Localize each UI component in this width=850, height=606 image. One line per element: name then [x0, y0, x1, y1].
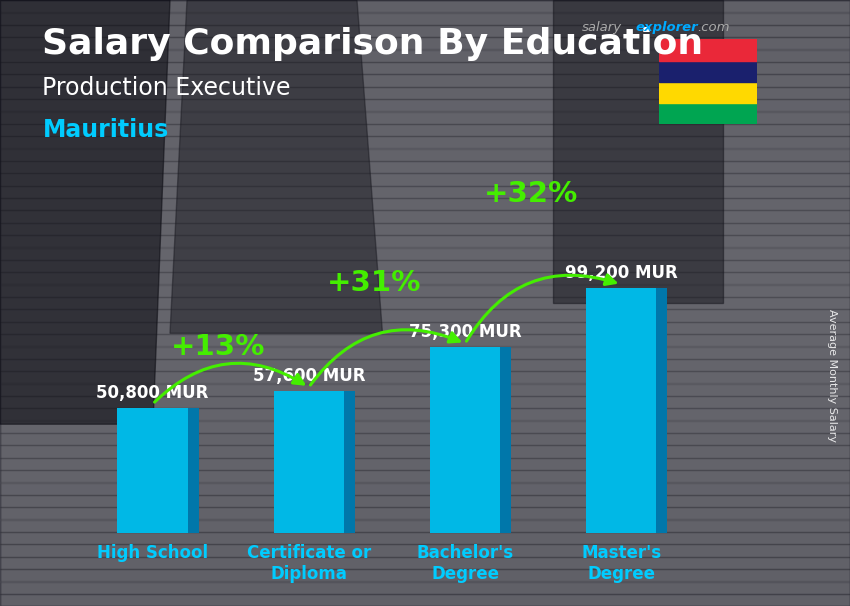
Text: Mauritius: Mauritius: [42, 118, 169, 142]
Bar: [274, 391, 344, 533]
Bar: [0, 433, 850, 445]
Text: +31%: +31%: [327, 269, 422, 297]
Bar: [0, 25, 850, 37]
Polygon shape: [552, 0, 722, 303]
Polygon shape: [0, 0, 170, 424]
Bar: [659, 39, 756, 61]
Bar: [0, 557, 850, 569]
Bar: [0, 136, 850, 148]
Bar: [0, 75, 850, 87]
Bar: [430, 347, 500, 533]
Polygon shape: [344, 391, 355, 533]
Text: Average Monthly Salary: Average Monthly Salary: [827, 309, 837, 442]
Bar: [0, 532, 850, 544]
Bar: [586, 288, 656, 533]
Text: +13%: +13%: [171, 333, 265, 361]
Text: .com: .com: [697, 21, 729, 34]
Text: 57,600 MUR: 57,600 MUR: [252, 367, 365, 385]
Bar: [0, 408, 850, 421]
Bar: [0, 13, 850, 25]
Bar: [0, 198, 850, 210]
Bar: [0, 310, 850, 322]
Bar: [0, 248, 850, 260]
Bar: [659, 82, 756, 103]
Bar: [0, 347, 850, 359]
Bar: [659, 103, 756, 124]
Bar: [0, 260, 850, 272]
Bar: [0, 285, 850, 297]
Polygon shape: [170, 0, 382, 333]
Bar: [0, 520, 850, 532]
Bar: [0, 396, 850, 408]
Text: 50,800 MUR: 50,800 MUR: [96, 384, 209, 402]
Bar: [0, 223, 850, 235]
Bar: [0, 173, 850, 185]
Bar: [0, 445, 850, 458]
Bar: [0, 50, 850, 62]
Bar: [0, 112, 850, 124]
Bar: [0, 161, 850, 173]
Bar: [0, 62, 850, 74]
Bar: [0, 421, 850, 433]
Bar: [659, 61, 756, 82]
Bar: [0, 334, 850, 346]
Bar: [0, 495, 850, 507]
Bar: [0, 272, 850, 284]
Bar: [0, 0, 850, 12]
Bar: [0, 594, 850, 606]
Bar: [0, 384, 850, 396]
Text: +32%: +32%: [484, 181, 578, 208]
Bar: [0, 482, 850, 494]
Bar: [0, 87, 850, 99]
Bar: [0, 507, 850, 519]
Polygon shape: [188, 408, 199, 533]
Text: explorer: explorer: [636, 21, 699, 34]
Bar: [0, 371, 850, 384]
Bar: [0, 235, 850, 247]
Bar: [0, 322, 850, 334]
Polygon shape: [500, 347, 511, 533]
Bar: [0, 470, 850, 482]
Bar: [0, 297, 850, 309]
Bar: [0, 148, 850, 161]
Bar: [0, 544, 850, 556]
Bar: [0, 99, 850, 112]
Text: Production Executive: Production Executive: [42, 76, 291, 100]
Text: 75,300 MUR: 75,300 MUR: [409, 323, 521, 341]
Bar: [0, 124, 850, 136]
Bar: [0, 38, 850, 50]
Bar: [0, 569, 850, 581]
Text: salary: salary: [582, 21, 622, 34]
Bar: [0, 186, 850, 198]
Bar: [0, 359, 850, 371]
Bar: [0, 210, 850, 222]
Bar: [117, 408, 188, 533]
Text: 99,200 MUR: 99,200 MUR: [565, 264, 677, 282]
Text: Salary Comparison By Education: Salary Comparison By Education: [42, 27, 704, 61]
Bar: [0, 458, 850, 470]
Polygon shape: [656, 288, 667, 533]
Bar: [0, 582, 850, 594]
